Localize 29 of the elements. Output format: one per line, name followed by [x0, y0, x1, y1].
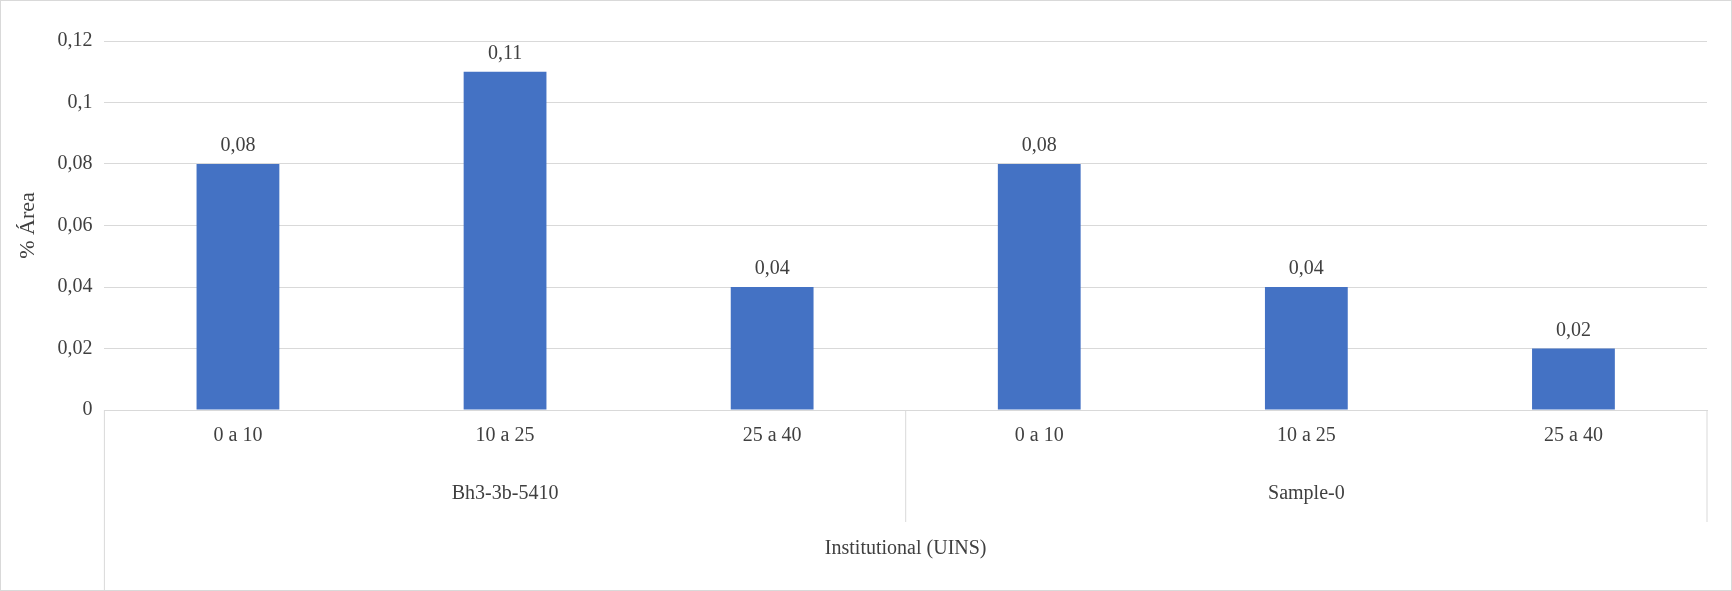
y-tick-label: 0 — [82, 397, 93, 420]
data-label: 0,04 — [1288, 256, 1324, 279]
bar — [463, 71, 547, 410]
data-label: 0,04 — [754, 256, 790, 279]
text: Bh3-3b-5410 — [451, 481, 559, 504]
text: Sample-0 — [1268, 481, 1345, 505]
y-tick-label: 0,06 — [57, 212, 93, 235]
data-label: 0,02 — [1555, 317, 1591, 340]
data-label: 0,11 — [487, 41, 523, 63]
data-label: 0,08 — [1021, 133, 1057, 156]
bar — [1264, 287, 1348, 410]
x-tick-label: 25 a 40 — [1544, 423, 1603, 446]
x-tick-label: 0 a 10 — [1014, 423, 1064, 446]
y-axis-title: % Área — [13, 191, 39, 259]
data-label: 0,08 — [220, 133, 256, 156]
y-tick-label: 0,04 — [57, 274, 93, 297]
y-tick-label: 0,1 — [67, 89, 93, 112]
x-tick-label: 10 a 25 — [1276, 423, 1336, 446]
y-tick-label: 0,02 — [57, 335, 93, 358]
bar — [997, 164, 1081, 410]
x-tick-label: 25 a 40 — [742, 423, 802, 446]
x-tick-label: 0 a 10 — [213, 423, 263, 446]
y-tick-label: 0,08 — [57, 151, 93, 174]
x-axis-title: Institutional (UINS) — [824, 536, 987, 560]
x-tick-label: 10 a 25 — [475, 423, 535, 446]
y-tick-label: 0,12 — [57, 28, 93, 51]
bar — [1532, 348, 1615, 410]
bar — [730, 287, 814, 410]
bar — [196, 164, 280, 410]
